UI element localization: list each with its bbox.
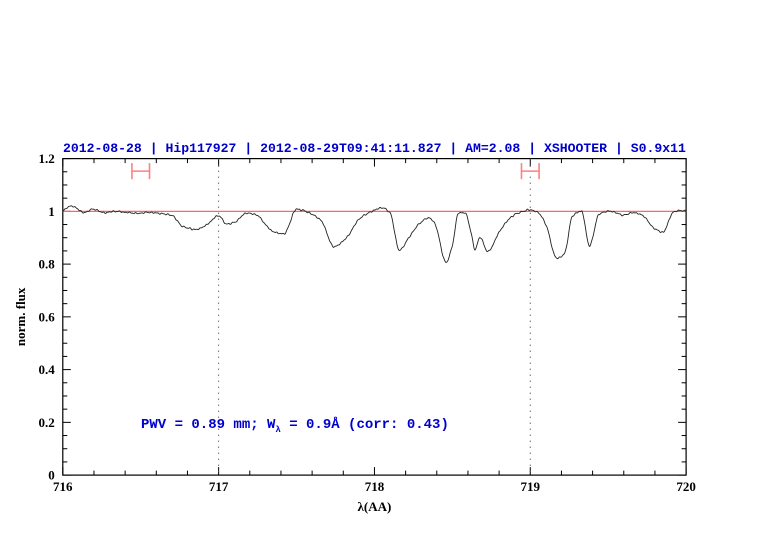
svg-text:0.4: 0.4 — [39, 362, 56, 377]
svg-text:λ(AA): λ(AA) — [358, 499, 392, 514]
svg-text:717: 717 — [209, 479, 229, 494]
svg-text:0: 0 — [48, 468, 55, 483]
svg-text:0.2: 0.2 — [39, 415, 55, 430]
svg-text:719: 719 — [521, 479, 541, 494]
svg-text:0.8: 0.8 — [39, 257, 56, 272]
svg-text:0.6: 0.6 — [39, 309, 56, 324]
svg-text:1: 1 — [48, 204, 55, 219]
svg-text:718: 718 — [365, 479, 385, 494]
svg-text:716: 716 — [53, 479, 73, 494]
svg-text:1.2: 1.2 — [39, 151, 55, 166]
svg-text:norm. flux: norm. flux — [13, 287, 28, 346]
svg-text:720: 720 — [676, 479, 696, 494]
